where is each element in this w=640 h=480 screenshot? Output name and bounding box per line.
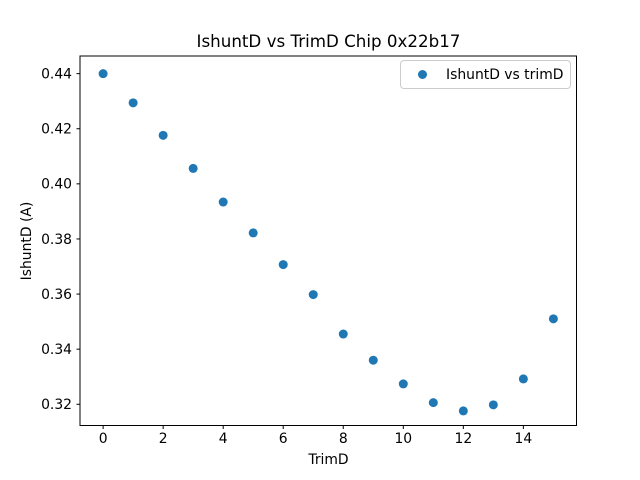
legend-marker-dot (418, 70, 427, 79)
scatter-point (428, 398, 438, 408)
scatter-point (458, 406, 468, 416)
scatter-point (188, 163, 198, 173)
scatter-point (518, 374, 528, 384)
x-axis-label: TrimD (308, 452, 349, 468)
y-tick-label: 0.40 (41, 177, 72, 193)
scatter-point (398, 379, 408, 389)
y-tick-label: 0.44 (41, 66, 72, 82)
x-tick-label: 6 (279, 431, 288, 447)
scatter-point (338, 329, 348, 339)
scatter-point (98, 69, 108, 79)
scatter-point (218, 197, 228, 207)
scatter-point (308, 290, 318, 300)
scatter-point (278, 260, 288, 270)
axes-spines (79, 55, 577, 426)
x-tick-label: 4 (219, 431, 228, 447)
scatter-point (368, 355, 378, 365)
scatter-point (548, 314, 558, 324)
x-tick-label: 2 (159, 431, 168, 447)
x-tick-label: 14 (515, 431, 533, 447)
scatter-point (248, 228, 258, 238)
x-tick-label: 0 (99, 431, 108, 447)
chart-title: IshuntD vs TrimD Chip 0x22b17 (196, 31, 461, 51)
y-axis-label: IshuntD (A) (19, 201, 35, 281)
legend: IshuntD vs trimD (400, 60, 571, 89)
y-tick-label: 0.34 (41, 342, 72, 358)
scatter-point (158, 130, 168, 140)
x-tick-label: 12 (454, 431, 472, 447)
x-tick-label: 8 (339, 431, 348, 447)
y-tick-label: 0.36 (41, 287, 72, 303)
y-tick-label: 0.38 (41, 232, 72, 248)
scatter-point (128, 98, 138, 108)
scatter-point (488, 400, 498, 410)
legend-label: IshuntD vs trimD (446, 66, 564, 83)
y-tick-label: 0.32 (41, 397, 72, 413)
y-tick-label: 0.42 (41, 122, 72, 138)
x-tick-label: 10 (394, 431, 412, 447)
